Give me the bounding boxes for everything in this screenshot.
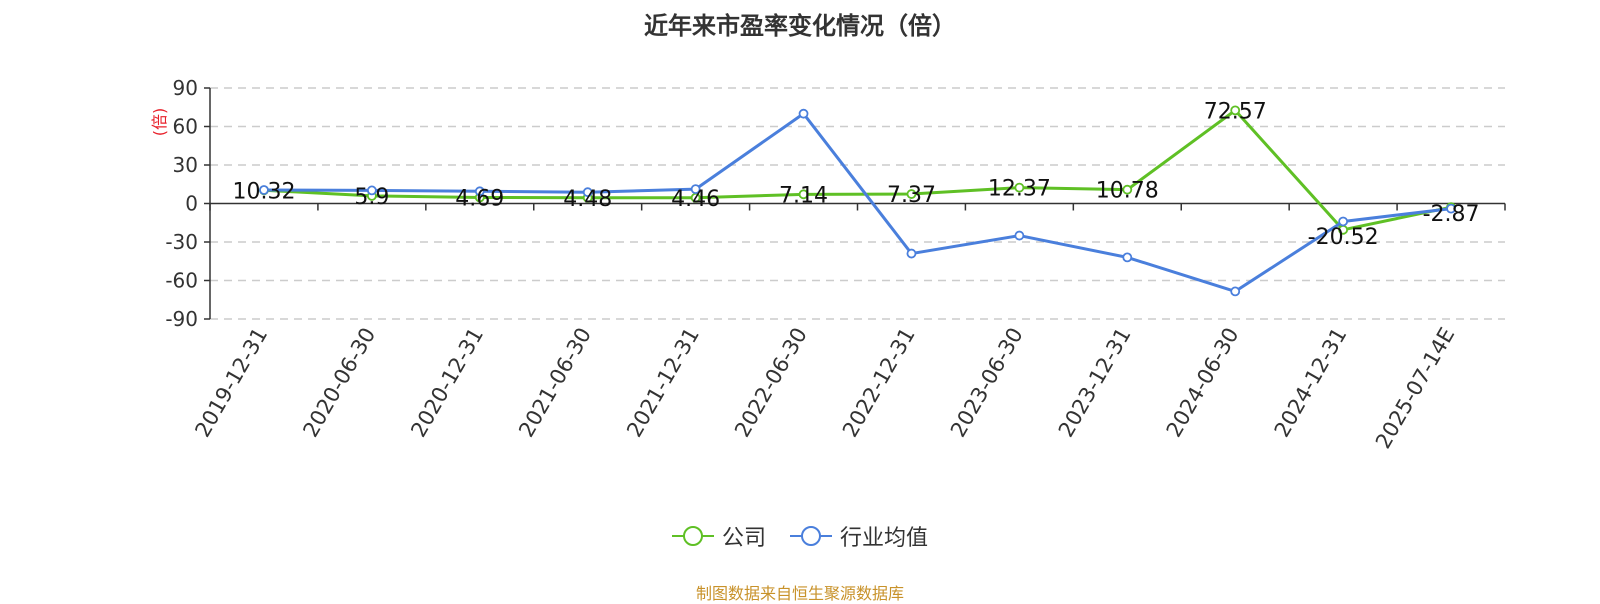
point-industry (1230, 286, 1241, 297)
legend-label-industry: 行业均值 (840, 526, 929, 551)
source-note: 制图数据来自恒生聚源数据库 (695, 584, 904, 603)
y-tick-label: -30 (165, 230, 198, 254)
y-tick-label: 0 (185, 192, 198, 216)
point-company (1230, 105, 1241, 116)
data-label: 10.32 (232, 179, 295, 204)
point-industry (1446, 203, 1456, 214)
point-industry (906, 248, 917, 259)
x-tick-label: 2019-12-31 (190, 324, 272, 442)
data-label: 4.69 (455, 186, 504, 211)
data-label: 7.37 (887, 183, 936, 208)
data-label: 5.9 (354, 185, 389, 210)
point-industry (259, 185, 269, 195)
data-label: 12.37 (988, 177, 1051, 202)
x-tick-label: 2021-12-31 (622, 324, 704, 442)
chart-title: 近年来市盈率变化情况（倍） (644, 12, 956, 40)
data-label: 4.46 (671, 187, 720, 212)
legend: 公司 行业均值 (0, 520, 1600, 552)
point-industry (366, 185, 377, 196)
data-label: 10.78 (1096, 179, 1159, 204)
point-industry (1338, 216, 1349, 227)
x-tick-label: 2024-06-30 (1162, 324, 1244, 442)
y-tick-label: -90 (165, 307, 198, 331)
point-company (798, 189, 809, 200)
x-tick-label: 2020-06-30 (298, 324, 380, 442)
point-company (1122, 184, 1133, 195)
data-label: -2.87 (1423, 202, 1480, 227)
x-tick-label: 2023-06-30 (946, 324, 1028, 442)
legend-item-industry[interactable]: 行业均值 (790, 520, 928, 552)
x-tick-label: 2023-12-31 (1054, 324, 1136, 442)
series-line-industry (263, 112, 1452, 293)
legend-item-company[interactable]: 公司 (671, 520, 766, 552)
x-tick-label: 2022-12-31 (838, 323, 920, 441)
data-label: -20.52 (1308, 225, 1379, 250)
legend-symbol-industry (790, 524, 832, 548)
y-tick-label: 30 (173, 153, 198, 177)
x-tick-label: 2021-06-30 (514, 324, 596, 442)
point-industry (690, 184, 701, 195)
y-tick-label: 90 (173, 76, 198, 100)
point-industry (1014, 230, 1025, 241)
y-tick-label: -60 (165, 269, 198, 293)
x-tick-label: 2020-12-31 (406, 323, 488, 441)
x-tick-label: 2024-12-31 (1270, 324, 1352, 442)
point-industry (798, 108, 809, 119)
point-company (1014, 182, 1025, 193)
x-tick-label: 2025-07-14E (1371, 324, 1459, 453)
legend-symbol-company (671, 524, 714, 548)
series-line-company (263, 108, 1452, 232)
data-label: 4.48 (563, 187, 612, 212)
data-label: 72.57 (1204, 99, 1267, 124)
y-tick-label: 60 (173, 115, 198, 139)
point-company (906, 189, 917, 199)
x-tick-label: 2022-06-30 (730, 324, 812, 442)
point-industry (1122, 252, 1133, 263)
point-industry (474, 186, 485, 197)
legend-label-company: 公司 (721, 526, 766, 551)
point-industry (582, 187, 593, 198)
data-label: 7.14 (779, 183, 828, 208)
